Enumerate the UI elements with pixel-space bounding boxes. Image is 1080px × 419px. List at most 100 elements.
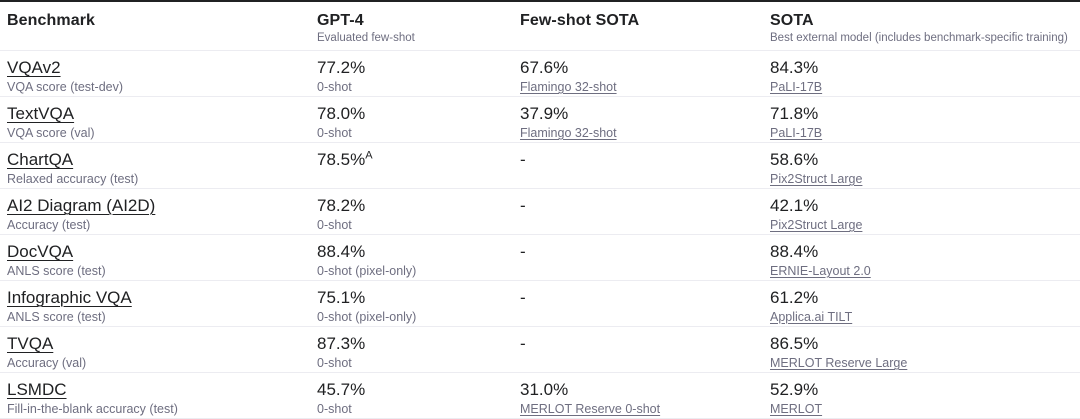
sota-model-link[interactable]: PaLI-17B <box>770 126 823 140</box>
gpt4-cell: 87.3% 0-shot <box>317 333 520 371</box>
gpt4-value: 78.0% <box>317 104 366 123</box>
gpt4-cell: 45.7% 0-shot <box>317 379 520 417</box>
sota-value: 84.3% <box>770 58 819 77</box>
benchmark-metric: ANLS score (test) <box>7 310 106 324</box>
gpt4-value: 78.5%A <box>317 149 373 169</box>
fewshot-sota-cell: - <box>520 149 770 187</box>
gpt4-note <box>317 171 520 187</box>
fewshot-sota-value: 37.9% <box>520 104 569 123</box>
gpt4-cell: 78.0% 0-shot <box>317 103 520 141</box>
sota-cell: 88.4% ERNIE-Layout 2.0 <box>770 241 1073 279</box>
header-cell-fewshot-sota: Few-shot SOTA <box>520 11 770 46</box>
gpt4-cell: 78.5%A <box>317 149 520 187</box>
sota-value: 88.4% <box>770 242 819 261</box>
gpt4-note: 0-shot <box>317 356 352 370</box>
sota-model-link[interactable]: Pix2Struct Large <box>770 172 863 186</box>
table-row: LSMDC Fill-in-the-blank accuracy (test) … <box>0 373 1080 419</box>
benchmark-link[interactable]: ChartQA <box>7 150 74 169</box>
benchmark-cell: TVQA Accuracy (val) <box>7 333 317 371</box>
fewshot-sota-cell: 31.0% MERLOT Reserve 0-shot <box>520 379 770 417</box>
sota-model-link[interactable]: MERLOT Reserve Large <box>770 356 908 370</box>
gpt4-value: 45.7% <box>317 380 366 399</box>
column-subheader-benchmark <box>7 31 317 46</box>
sota-value: 61.2% <box>770 288 819 307</box>
column-header-fewshot-sota: Few-shot SOTA <box>520 12 640 29</box>
fewshot-sota-value: 67.6% <box>520 58 569 77</box>
fewshot-sota-value: - <box>520 242 526 261</box>
fewshot-sota-model-link[interactable]: Flamingo 32-shot <box>520 80 617 94</box>
header-cell-benchmark: Benchmark <box>7 11 317 46</box>
benchmark-link[interactable]: AI2 Diagram (AI2D) <box>7 196 156 215</box>
column-subheader-fewshot-sota <box>520 31 770 46</box>
fewshot-sota-cell: - <box>520 241 770 279</box>
column-header-benchmark: Benchmark <box>7 12 96 29</box>
fewshot-sota-value: - <box>520 196 526 215</box>
gpt4-cell: 77.2% 0-shot <box>317 57 520 95</box>
fewshot-sota-cell: - <box>520 333 770 371</box>
gpt4-note: 0-shot <box>317 402 352 416</box>
table-header-row: Benchmark GPT-4 Evaluated few-shot Few-s… <box>0 2 1080 51</box>
sota-cell: 61.2% Applica.ai TILT <box>770 287 1073 325</box>
sota-model-link[interactable]: PaLI-17B <box>770 80 823 94</box>
benchmark-metric: ANLS score (test) <box>7 264 106 278</box>
sota-value: 58.6% <box>770 150 819 169</box>
sota-model-link[interactable]: MERLOT <box>770 402 823 416</box>
benchmark-cell: Infographic VQA ANLS score (test) <box>7 287 317 325</box>
fewshot-sota-cell: 67.6% Flamingo 32-shot <box>520 57 770 95</box>
gpt4-cell: 75.1% 0-shot (pixel-only) <box>317 287 520 325</box>
gpt4-cell: 88.4% 0-shot (pixel-only) <box>317 241 520 279</box>
benchmark-link[interactable]: LSMDC <box>7 380 67 399</box>
footnote-marker: A <box>365 149 373 162</box>
table-row: TVQA Accuracy (val) 87.3% 0-shot - 86.5%… <box>0 327 1080 373</box>
benchmark-link[interactable]: VQAv2 <box>7 58 61 77</box>
gpt4-note: 0-shot (pixel-only) <box>317 264 417 278</box>
benchmark-metric: VQA score (test-dev) <box>7 80 124 94</box>
fewshot-sota-cell: - <box>520 195 770 233</box>
sota-value: 42.1% <box>770 196 819 215</box>
benchmark-cell: ChartQA Relaxed accuracy (test) <box>7 149 317 187</box>
benchmark-cell: DocVQA ANLS score (test) <box>7 241 317 279</box>
header-cell-sota: SOTA Best external model (includes bench… <box>770 11 1073 46</box>
benchmark-link[interactable]: TVQA <box>7 334 54 353</box>
fewshot-sota-cell: 37.9% Flamingo 32-shot <box>520 103 770 141</box>
table-row: AI2 Diagram (AI2D) Accuracy (test) 78.2%… <box>0 189 1080 235</box>
sota-cell: 52.9% MERLOT <box>770 379 1073 417</box>
column-header-sota: SOTA <box>770 12 814 29</box>
gpt4-value: 88.4% <box>317 242 366 261</box>
table-row: TextVQA VQA score (val) 78.0% 0-shot 37.… <box>0 97 1080 143</box>
gpt4-cell: 78.2% 0-shot <box>317 195 520 233</box>
sota-cell: 71.8% PaLI-17B <box>770 103 1073 141</box>
sota-value: 52.9% <box>770 380 819 399</box>
fewshot-sota-model-link[interactable]: MERLOT Reserve 0-shot <box>520 402 661 416</box>
gpt4-note: 0-shot <box>317 126 352 140</box>
sota-value: 71.8% <box>770 104 819 123</box>
sota-model-link[interactable]: Applica.ai TILT <box>770 310 853 324</box>
benchmark-metric: Relaxed accuracy (test) <box>7 172 139 186</box>
benchmark-link[interactable]: TextVQA <box>7 104 75 123</box>
gpt4-note: 0-shot (pixel-only) <box>317 310 417 324</box>
table-row: Infographic VQA ANLS score (test) 75.1% … <box>0 281 1080 327</box>
column-subheader-sota: Best external model (includes benchmark-… <box>770 32 1068 44</box>
sota-cell: 86.5% MERLOT Reserve Large <box>770 333 1073 371</box>
gpt4-note: 0-shot <box>317 218 352 232</box>
sota-model-link[interactable]: ERNIE-Layout 2.0 <box>770 264 871 278</box>
fewshot-sota-value: - <box>520 288 526 307</box>
gpt4-value: 77.2% <box>317 58 366 77</box>
benchmark-link[interactable]: DocVQA <box>7 242 74 261</box>
header-cell-gpt4: GPT-4 Evaluated few-shot <box>317 11 520 46</box>
sota-model-link[interactable]: Pix2Struct Large <box>770 218 863 232</box>
benchmark-cell: VQAv2 VQA score (test-dev) <box>7 57 317 95</box>
sota-cell: 58.6% Pix2Struct Large <box>770 149 1073 187</box>
gpt4-note: 0-shot <box>317 80 352 94</box>
table-row: VQAv2 VQA score (test-dev) 77.2% 0-shot … <box>0 51 1080 97</box>
benchmark-link[interactable]: Infographic VQA <box>7 288 132 307</box>
gpt4-value: 87.3% <box>317 334 366 353</box>
fewshot-sota-value: - <box>520 150 526 169</box>
sota-cell: 84.3% PaLI-17B <box>770 57 1073 95</box>
column-header-gpt4: GPT-4 <box>317 12 364 29</box>
gpt4-value: 78.2% <box>317 196 366 215</box>
fewshot-sota-model-link[interactable]: Flamingo 32-shot <box>520 126 617 140</box>
sota-cell: 42.1% Pix2Struct Large <box>770 195 1073 233</box>
column-subheader-gpt4: Evaluated few-shot <box>317 32 415 44</box>
